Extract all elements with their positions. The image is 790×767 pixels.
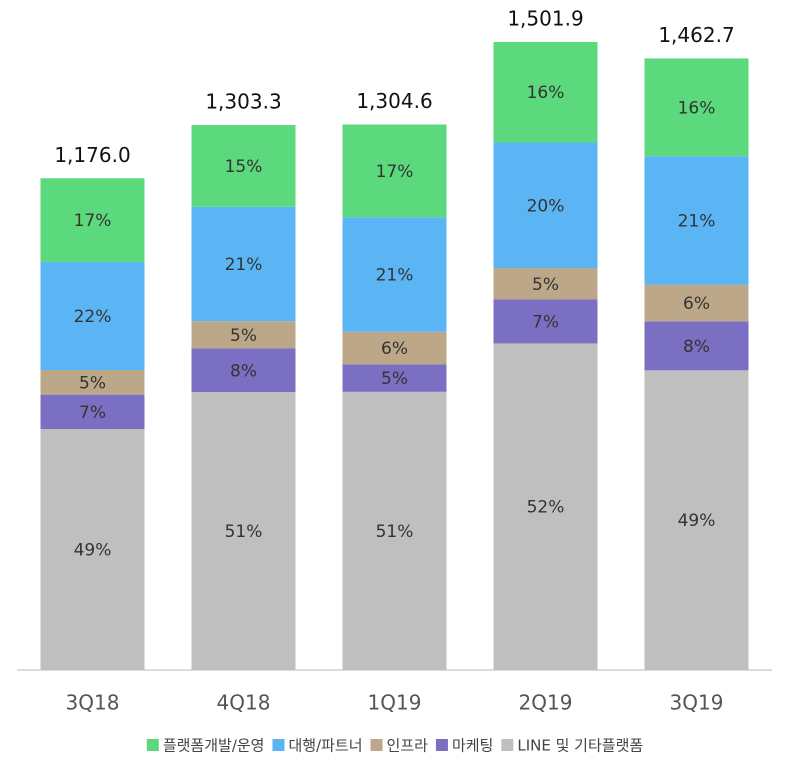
bar-segment	[191, 348, 296, 393]
bar-segment	[40, 178, 145, 262]
legend: 플랫폼개발/운영 대행/파트너 인프라 마케팅 LINE 및 기타플랫폼	[146, 737, 643, 755]
segment-label: 8%	[230, 361, 257, 381]
legend-label: LINE 및 기타플랫폼	[517, 737, 643, 755]
bar-segment	[342, 124, 447, 218]
bar-segment	[644, 321, 749, 371]
legend-swatch	[272, 739, 285, 751]
segment-label: 5%	[532, 275, 559, 295]
segment-label: 15%	[225, 157, 263, 177]
segment-label: 5%	[79, 373, 106, 393]
bar-segment	[40, 261, 145, 371]
bar-segment	[644, 156, 749, 285]
segment-label: 21%	[376, 266, 414, 286]
segment-label: 6%	[683, 294, 710, 314]
bar-segment	[40, 429, 145, 670]
segment-label: 21%	[225, 255, 263, 275]
total-label: 1,176.0	[54, 143, 130, 167]
bar-segment	[191, 392, 296, 670]
bar-segment	[342, 217, 447, 332]
bar-segment	[40, 394, 145, 430]
legend-swatch	[501, 739, 514, 751]
bar-segment	[191, 206, 296, 322]
bar-segment	[342, 391, 447, 670]
legend-swatch	[435, 739, 448, 751]
bar-segment	[644, 284, 749, 322]
bar-segment	[191, 321, 296, 349]
bar-segment	[493, 268, 598, 300]
segment-label: 51%	[376, 522, 414, 542]
segment-label: 22%	[74, 307, 112, 327]
segment-label: 52%	[527, 498, 565, 518]
total-label: 1,303.3	[205, 90, 281, 114]
bar-segment	[493, 299, 598, 344]
segment-label: 16%	[678, 98, 716, 118]
legend-swatch	[370, 739, 383, 751]
x-tick-label: 3Q19	[670, 691, 724, 715]
segment-label: 16%	[527, 83, 565, 103]
segment-label: 7%	[532, 312, 559, 332]
bar-segment	[493, 42, 598, 143]
segment-label: 6%	[381, 339, 408, 359]
segment-label: 17%	[376, 162, 414, 182]
bar-segment	[40, 370, 145, 395]
segment-label: 49%	[74, 541, 112, 561]
x-tick-label: 4Q18	[217, 691, 271, 715]
segment-label: 49%	[678, 511, 716, 531]
x-tick-label: 1Q19	[368, 691, 422, 715]
legend-label: 대행/파트너	[288, 737, 362, 755]
bar-segment	[644, 58, 749, 157]
segment-label: 7%	[79, 403, 106, 423]
total-label: 1,304.6	[356, 89, 432, 113]
legend-swatch	[146, 739, 159, 751]
legend-label: 마케팅	[452, 737, 493, 755]
segment-label: 8%	[683, 337, 710, 357]
segment-label: 20%	[527, 196, 565, 216]
segment-label: 5%	[381, 369, 408, 389]
legend-label: 인프라	[387, 737, 429, 755]
x-tick-label: 3Q18	[66, 691, 120, 715]
x-tick-label: 2Q19	[519, 691, 573, 715]
legend-label: 플랫폼개발/운영	[163, 737, 265, 755]
bar-segment	[191, 125, 296, 207]
bar-segment	[644, 370, 749, 670]
bar-segment	[493, 343, 598, 670]
total-label: 1,501.9	[507, 7, 583, 31]
bar-segment	[342, 364, 447, 392]
bar-segment	[493, 142, 598, 269]
total-label: 1,462.7	[658, 23, 734, 47]
bar-segment	[342, 331, 447, 365]
segment-label: 17%	[74, 211, 112, 231]
segment-label: 21%	[678, 211, 716, 231]
segment-label: 5%	[230, 326, 257, 346]
segment-label: 51%	[225, 522, 263, 542]
